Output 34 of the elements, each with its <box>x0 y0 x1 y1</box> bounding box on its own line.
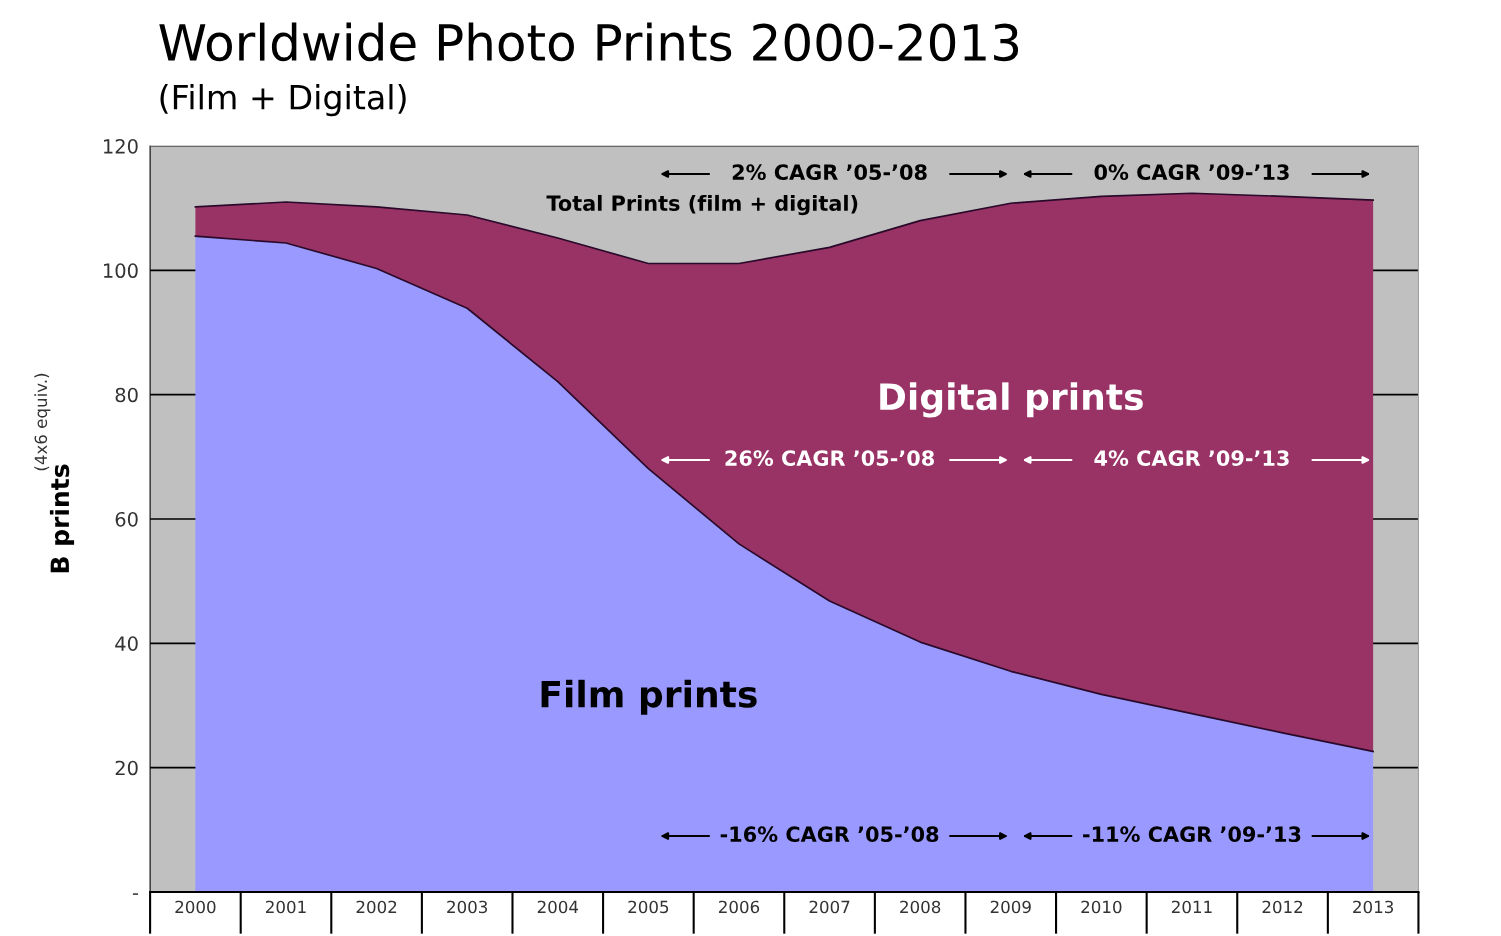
x-tick-label: 2002 <box>356 900 397 914</box>
x-tick-label: 2010 <box>1081 900 1122 914</box>
y-tick-label: 100 <box>104 263 138 279</box>
y-tick-label: 120 <box>104 138 138 154</box>
x-tick-label: 2006 <box>718 900 760 914</box>
annotation: 0% CAGR ’09-’13 <box>1094 164 1289 181</box>
x-tick-label: 2001 <box>266 900 306 914</box>
y-tick-label: 20 <box>115 760 138 776</box>
annotation: 4% CAGR ’09-’13 <box>1094 450 1289 466</box>
x-tick-label: 2008 <box>900 900 941 914</box>
series-label: Digital prints <box>880 382 1143 418</box>
x-tick-label: 2011 <box>1171 900 1212 914</box>
chart-title: Worldwide Photo Prints 2000-2013 <box>159 22 1019 62</box>
annotation: 26% CAGR ’05-’08 <box>725 450 934 466</box>
x-tick-label: 2013 <box>1353 900 1394 914</box>
annotation: Total Prints (film + digital) <box>546 194 858 216</box>
y-tick-label: 60 <box>115 511 138 527</box>
x-tick-label: 2012 <box>1262 900 1303 914</box>
x-tick-label: 2007 <box>809 900 850 914</box>
y-tick-label: 40 <box>115 636 138 652</box>
x-tick-label: 2005 <box>628 900 669 914</box>
y-tick-label: 80 <box>115 387 138 403</box>
y-axis-title: B prints <box>49 464 75 573</box>
y-tick-label: - <box>132 893 139 895</box>
annotation: 2% CAGR ’05-’08 <box>732 164 927 181</box>
text: (4x6 equiv.) <box>34 373 51 471</box>
series-label: Film prints <box>541 679 757 715</box>
x-tick-label: 2003 <box>447 900 488 914</box>
annotation: -11% CAGR ’09-’13 <box>1083 826 1301 843</box>
annotation: -16% CAGR ’05-’08 <box>720 826 939 843</box>
x-tick-label: 2000 <box>175 900 216 914</box>
x-tick-label: 2004 <box>537 900 579 914</box>
x-tick-label: 2009 <box>990 900 1031 914</box>
chart-subtitle: (Film + Digital) <box>160 84 406 117</box>
